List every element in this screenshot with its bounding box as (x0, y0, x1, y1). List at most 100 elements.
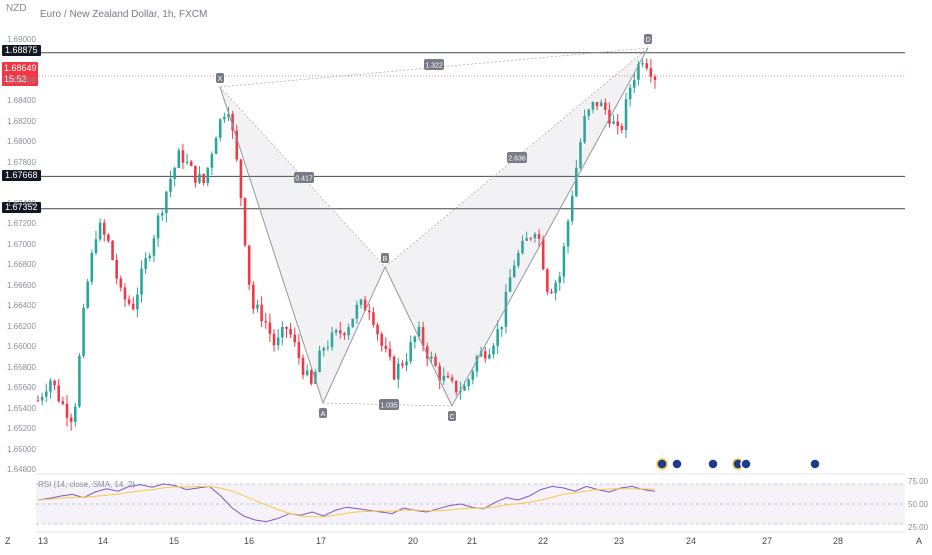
candle-body (392, 356, 396, 380)
candle-body (616, 121, 620, 127)
ratio-label-box (424, 59, 444, 70)
candle-body (608, 109, 611, 124)
chart-title: Euro / New Zealand Dollar, 1h, FXCM (40, 9, 208, 20)
candle-body (202, 173, 205, 184)
event-icon (809, 458, 821, 470)
price-tag-mid: 1.67668 (2, 170, 41, 181)
rsi-line (37, 483, 656, 523)
candle-body (624, 99, 628, 130)
x-tick-label: 28 (833, 536, 844, 546)
rsi-level-50: 50.00 (908, 500, 929, 509)
candle-body (525, 238, 528, 241)
pattern-point-box (644, 34, 652, 44)
candle-body (645, 63, 648, 69)
candle-body (53, 380, 56, 386)
candle-body (421, 326, 425, 347)
candle-body (235, 130, 239, 160)
candle-body (214, 137, 218, 155)
candle-body (388, 348, 392, 357)
y-tick-label: 1.65400 (7, 403, 36, 413)
ratio-label: 2.636 (508, 156, 526, 163)
candle-body (123, 287, 127, 300)
pattern-leg (384, 266, 453, 407)
candle-body (401, 363, 404, 366)
candle-body (98, 222, 102, 240)
timezone-button[interactable]: Z (5, 536, 11, 546)
candle-body (504, 291, 508, 327)
candle-body (293, 334, 297, 343)
y-tick-label: 1.67000 (7, 239, 36, 249)
candle-body (136, 294, 139, 310)
candle-body (575, 167, 578, 197)
current-price-tag: 1.68649 15:52 (2, 62, 38, 86)
candle-body (305, 370, 309, 376)
y-tick-label: 1.65800 (7, 362, 36, 372)
price-tag-top: 1.68875 (2, 45, 41, 56)
candle-body (181, 150, 185, 163)
candle-body (430, 356, 433, 359)
x-tick-label: 13 (38, 536, 49, 546)
pattern-point-box (448, 411, 456, 421)
candle-body (177, 150, 181, 168)
y-tick-label: 1.64800 (7, 465, 36, 474)
y-tick-label: 1.68400 (7, 96, 36, 106)
candle-body (45, 391, 48, 397)
pattern-point-box (216, 73, 224, 83)
y-tick-label: 1.68600 (7, 75, 36, 85)
candle-body (434, 356, 437, 366)
auto-scale-button[interactable]: A (916, 536, 923, 546)
candle-body (363, 299, 367, 311)
candle-body (260, 304, 263, 322)
candle-body (546, 269, 549, 292)
candle-body (152, 238, 156, 256)
candle-body (40, 396, 44, 401)
x-tick-label: 21 (467, 536, 478, 546)
y-tick-label: 1.68200 (7, 116, 36, 126)
candle-body (160, 213, 164, 216)
y-tick-label: 1.66400 (7, 301, 36, 311)
candle-body (641, 63, 644, 65)
pattern-point-label: B (383, 256, 388, 263)
x-tick-label: 24 (686, 536, 697, 546)
candle-body (653, 76, 657, 80)
y-tick-label: 1.67800 (7, 157, 36, 167)
candle-body (541, 238, 545, 270)
candle-body (570, 196, 574, 222)
candle-body (583, 115, 586, 143)
countdown: 15:52 (4, 74, 27, 84)
candle-body (210, 154, 214, 168)
candle-body (247, 245, 251, 285)
candle-body (223, 116, 226, 120)
candle-body (156, 215, 160, 239)
candle-body (318, 350, 321, 372)
y-tick-label: 1.66000 (7, 342, 36, 352)
pattern-point-box (319, 408, 327, 418)
candle-body (554, 282, 557, 293)
candle-body (409, 342, 412, 362)
candle-body (537, 234, 541, 239)
candle-body (173, 167, 176, 179)
candle-body (285, 327, 288, 329)
candle-body (529, 238, 533, 240)
current-price: 1.68649 (4, 63, 37, 73)
candle-body (566, 221, 570, 247)
candle-body (425, 346, 429, 359)
candle-body (82, 307, 85, 356)
candle-body (463, 386, 466, 391)
candle-body (562, 246, 566, 277)
candle-body (281, 327, 284, 338)
candle-body (36, 400, 40, 402)
candle-body (256, 304, 259, 309)
candle-body (330, 332, 334, 348)
y-tick-label: 1.66800 (7, 260, 36, 270)
candle-body (65, 403, 69, 418)
ratio-label-box (379, 399, 399, 410)
candle-body (206, 167, 210, 184)
candle-body (169, 178, 172, 192)
candle-body (227, 113, 230, 117)
candle-body (185, 161, 189, 163)
event-icon (656, 458, 668, 470)
candle-body (446, 375, 450, 378)
